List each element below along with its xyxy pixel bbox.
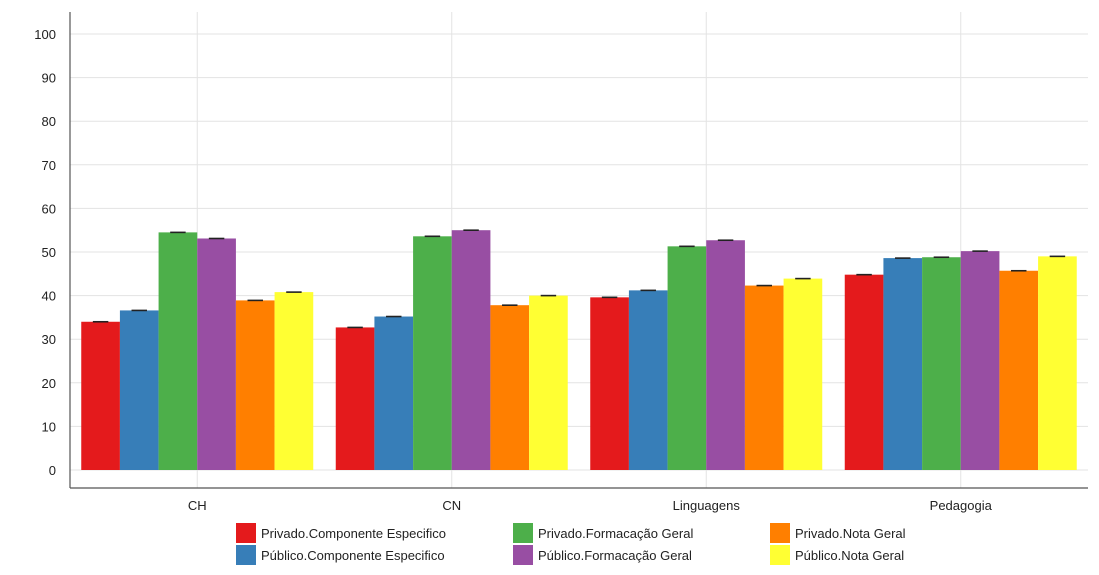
bar [590, 297, 629, 470]
bar [922, 257, 961, 470]
bar [960, 251, 1000, 470]
bar [119, 310, 159, 470]
legend-label: Público.Nota Geral [795, 548, 904, 563]
legend-swatch [236, 545, 256, 565]
bar [844, 274, 884, 470]
bar [1038, 256, 1077, 470]
legend-swatch [513, 545, 533, 565]
y-tick-label: 10 [42, 419, 56, 434]
bar [158, 232, 198, 470]
bar [490, 305, 530, 470]
bar [335, 327, 375, 470]
legend: Privado.Componente Especifico Público.Com… [236, 523, 906, 565]
bar [274, 292, 314, 470]
legend-label: Público.Formacação Geral [538, 548, 692, 563]
y-tick-label: 60 [42, 201, 56, 216]
y-tick-label: 30 [42, 332, 56, 347]
bars [81, 229, 1077, 470]
legend-label: Privado.Componente Especifico [261, 526, 446, 541]
legend-swatch [513, 523, 533, 543]
y-tick-label: 90 [42, 71, 56, 86]
bar [374, 316, 414, 470]
bar [667, 246, 707, 470]
x-tick-label: Pedagogia [930, 498, 993, 513]
bar [413, 236, 452, 470]
legend-swatch [770, 545, 790, 565]
y-tick-label: 80 [42, 114, 56, 129]
bar [706, 240, 745, 470]
bar [999, 270, 1039, 470]
y-tick-label: 20 [42, 376, 56, 391]
bar [529, 295, 568, 470]
legend-label: Público.Componente Especifico [261, 548, 445, 563]
x-tick-label: CH [188, 498, 207, 513]
y-tick-label: 100 [34, 27, 56, 42]
legend-swatch [770, 523, 790, 543]
x-tick-label: CN [442, 498, 461, 513]
bar [783, 278, 823, 470]
y-tick-label: 70 [42, 158, 56, 173]
bar [81, 321, 120, 470]
y-tick-label: 0 [49, 463, 56, 478]
bar [235, 300, 275, 470]
bar [883, 258, 923, 470]
bar [197, 238, 236, 470]
axes: 0 10 20 30 40 50 60 70 80 90 100 CH CN Linguagens Peda… [34, 12, 1088, 513]
bar [628, 290, 668, 470]
y-tick-label: 50 [42, 245, 56, 260]
legend-label: Privado.Formacação Geral [538, 526, 693, 541]
bar [451, 230, 491, 470]
legend-label: Privado.Nota Geral [795, 526, 906, 541]
bar [744, 285, 784, 470]
y-tick-label: 40 [42, 289, 56, 304]
legend-swatch [236, 523, 256, 543]
x-tick-label: Linguagens [673, 498, 741, 513]
